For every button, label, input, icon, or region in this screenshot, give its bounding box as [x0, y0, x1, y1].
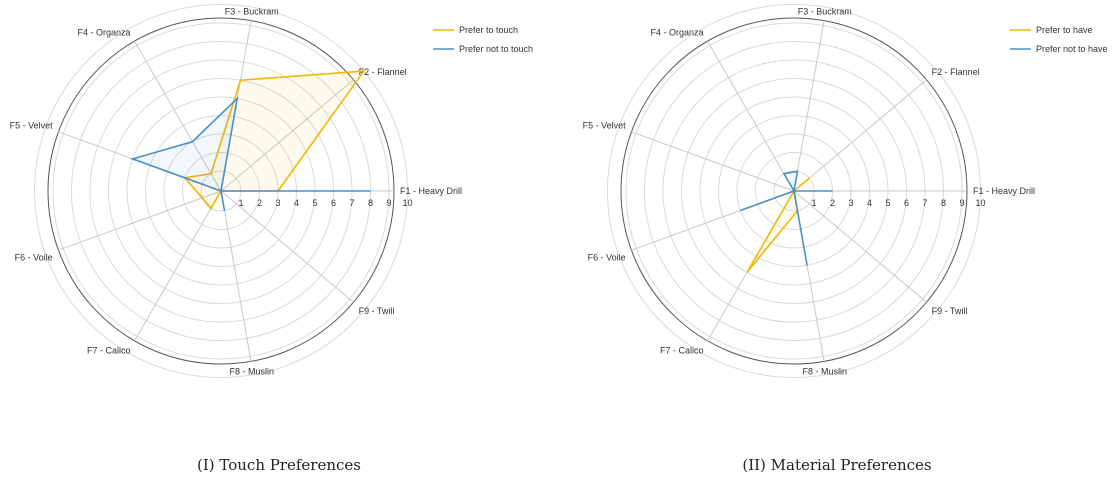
axis-label-f8-muslin: F8 - Muslin — [802, 366, 847, 376]
axis-label-f5-velvet: F5 - Velvet — [583, 120, 627, 130]
tick-label: 9 — [386, 198, 391, 208]
spoke-f4-organza — [707, 40, 795, 192]
tick-label: 5 — [312, 198, 317, 208]
spoke-f9-twill — [220, 190, 354, 303]
tick-label: 2 — [830, 198, 835, 208]
tick-label: 3 — [848, 198, 853, 208]
axis-label-f1-heavy-drill: F1 - Heavy Drill — [973, 186, 1035, 196]
tick-label: 8 — [368, 198, 373, 208]
legend-label-prefer-not-to-touch: Prefer not to touch — [459, 44, 533, 54]
axis-label-f2-flannel: F2 - Flannel — [359, 67, 407, 77]
caption-touch-preferences: (I) Touch Preferences — [196, 456, 361, 474]
axis-label-f7-calico: F7 - Calico — [87, 345, 131, 355]
axis-label-f6-voile: F6 - Voile — [15, 253, 53, 263]
spoke-f2-flannel — [220, 79, 354, 192]
caption-material-preferences: (II) Material Preferences — [742, 456, 932, 474]
axis-label-f8-muslin: F8 - Muslin — [229, 366, 274, 376]
spoke-f5-velvet — [631, 131, 795, 192]
legend-label-prefer-to-touch: Prefer to touch — [459, 25, 518, 35]
spoke-f9-twill — [793, 190, 927, 303]
spoke-f2-flannel — [793, 79, 927, 192]
axis-label-f6-voile: F6 - Voile — [588, 253, 626, 263]
touch-preferences-radar-chart: F1 - Heavy Drill F2 - Flannel F3 - Buckram… — [10, 4, 533, 378]
tick-label: 10 — [975, 198, 985, 208]
tick-label: 6 — [904, 198, 909, 208]
tick-label: 1 — [811, 198, 816, 208]
series-prefer-not-to-touch — [130, 96, 371, 211]
axis-label-f3-buckram: F3 - Buckram — [798, 7, 852, 17]
axis-label-f4-organza: F4 - Organza — [77, 28, 130, 38]
tick-label: 9 — [959, 198, 964, 208]
spoke-f3-buckram — [793, 20, 825, 192]
tick-label: 5 — [885, 198, 890, 208]
axis-label-f1-heavy-drill: F1 - Heavy Drill — [400, 186, 462, 196]
axis-label-f4-organza: F4 - Organza — [650, 28, 703, 38]
axis-label-f3-buckram: F3 - Buckram — [225, 7, 279, 17]
tick-label: 1 — [238, 198, 243, 208]
tick-label: 4 — [867, 198, 872, 208]
tick-label: 7 — [349, 198, 354, 208]
tick-label: 8 — [941, 198, 946, 208]
tick-label: 6 — [331, 198, 336, 208]
spoke-f8-muslin — [220, 190, 252, 362]
series-prefer-not-to-have — [740, 170, 833, 266]
tick-label: 2 — [257, 198, 262, 208]
spoke-f4-organza — [134, 40, 222, 192]
grid-ring — [34, 4, 408, 378]
tick-label: 3 — [275, 198, 280, 208]
tick-label: 7 — [922, 198, 927, 208]
legend-label-prefer-to-have: Prefer to have — [1036, 25, 1093, 35]
axis-label-f2-flannel: F2 - Flannel — [932, 67, 980, 77]
axis-label-f9-twill: F9 - Twill — [359, 306, 395, 316]
legend-label-prefer-not-to-have: Prefer not to have — [1036, 44, 1108, 54]
grid-ring — [607, 4, 981, 378]
axis-label-f7-calico: F7 - Calico — [660, 345, 704, 355]
axis-label-f5-velvet: F5 - Velvet — [10, 120, 54, 130]
spoke-f7-calico — [134, 190, 222, 342]
tick-label: 4 — [294, 198, 299, 208]
material-preferences-radar-chart: F1 - Heavy Drill F2 - Flannel F3 - Buckram… — [583, 4, 1108, 378]
tick-label: 10 — [402, 198, 412, 208]
spoke-f6-voile — [58, 190, 222, 251]
axis-label-f9-twill: F9 - Twill — [932, 306, 968, 316]
